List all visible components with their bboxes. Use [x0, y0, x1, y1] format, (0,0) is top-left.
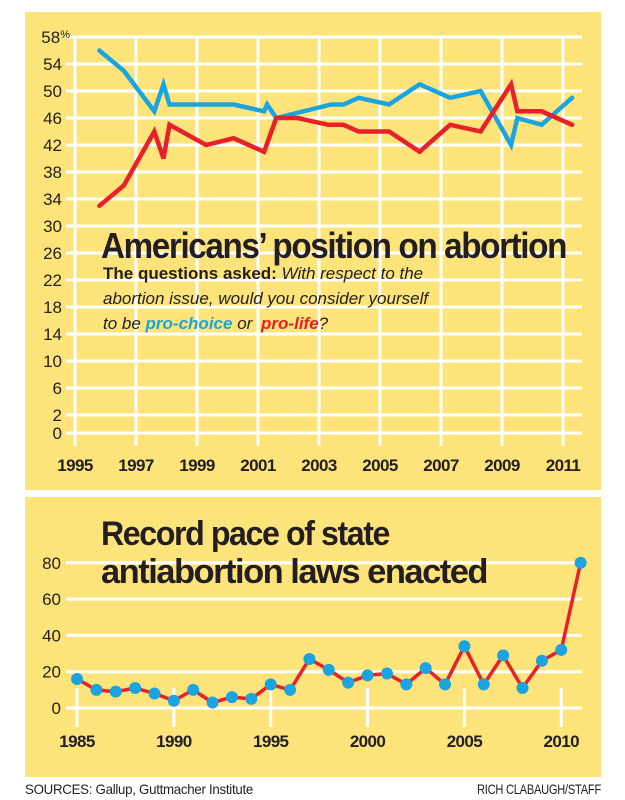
top-y-tick-label: 10 [43, 352, 62, 371]
laws-enacted-point [361, 669, 374, 682]
bottom-x-tick-label: 1985 [59, 732, 95, 751]
laws-enacted-point [497, 649, 510, 662]
top-y-tick-label: 30 [43, 217, 62, 236]
legend-pro-choice: pro-choice [145, 314, 233, 333]
laws-enacted-point [71, 672, 83, 685]
laws-enacted-point [322, 663, 335, 676]
bottom-x-tick-label: 1990 [156, 732, 192, 751]
top-y-tick-label: 0 [53, 424, 62, 443]
laws-enacted-point [516, 682, 529, 695]
top-x-tick-label: 1995 [57, 456, 93, 475]
bottom-y-tick-label: 0 [52, 699, 61, 718]
laws-enacted-point [167, 694, 180, 707]
top-y-tick-label: 2 [53, 406, 62, 425]
top-chart-subtitle-line-2: abortion issue, would you consider yours… [103, 289, 430, 308]
laws-enacted-point [303, 652, 316, 665]
top-chart-grid [66, 35, 582, 446]
laws-enacted-point [206, 696, 219, 709]
subtitle-to-be: to be [103, 314, 141, 333]
top-y-tick-label: 34 [43, 190, 62, 209]
laws-enacted-point [148, 687, 161, 700]
bottom-chart-title-line-2: antiabortion laws enacted [101, 553, 487, 591]
laws-enacted-point [284, 683, 297, 696]
laws-enacted-point [129, 682, 142, 695]
bottom-y-tick-label: 60 [42, 590, 61, 609]
bottom-y-tick-label: 40 [42, 626, 61, 645]
laws-enacted-point [419, 662, 432, 675]
top-y-tick-label: 46 [43, 109, 62, 128]
top-y-tick-label: 54 [43, 55, 62, 74]
top-y-tick-label: 6 [53, 379, 62, 398]
top-y-tick-label: 14 [43, 325, 62, 344]
laws-enacted-point [264, 678, 277, 691]
legend-pro-life: pro-life [260, 314, 319, 333]
laws-enacted-point [245, 692, 258, 705]
bottom-chart-panel [25, 497, 601, 777]
subtitle-or: or [237, 314, 253, 333]
top-x-tick-label: 2011 [546, 456, 581, 475]
laws-enacted-point [535, 654, 548, 667]
subtitle-question-mark: ? [319, 314, 329, 333]
pro-choice-line [97, 48, 575, 152]
laws-enacted-point [187, 683, 200, 696]
top-y-tick-label: 42 [43, 136, 62, 155]
laws-enacted-point [90, 683, 103, 696]
subtitle-lead: The questions asked: [103, 264, 277, 283]
bottom-x-tick-label: 2000 [350, 732, 386, 751]
top-x-tick-label: 2003 [301, 456, 337, 475]
laws-enacted-point [109, 685, 122, 698]
laws-enacted-point [439, 678, 452, 691]
bottom-chart-series [71, 556, 587, 709]
top-x-tick-label: 2007 [423, 456, 459, 475]
sources-note: SOURCES: Gallup, Guttmacher Institute [25, 781, 253, 797]
bottom-y-tick-label: 20 [42, 663, 61, 682]
top-y-tick-label: 18 [43, 298, 62, 317]
top-x-tick-label: 2001 [240, 456, 276, 475]
top-x-tick-label: 2009 [484, 456, 520, 475]
laws-enacted-point [555, 643, 568, 656]
top-chart-subtitle-line-3: to be pro-choice or pro-life? [103, 314, 329, 333]
laws-enacted-point [477, 678, 490, 691]
top-chart-series [97, 48, 575, 209]
pro-life-line [97, 78, 575, 209]
subtitle-question-part-1: With respect to the [282, 264, 424, 283]
top-chart-subtitle-line-1: The questions asked: With respect to the [103, 264, 423, 283]
laws-enacted-point [380, 667, 393, 680]
laws-enacted-point [400, 678, 413, 691]
bottom-y-tick-label: 80 [42, 554, 61, 573]
top-y-tick-label: 22 [43, 271, 62, 290]
laws-enacted-point [225, 691, 238, 704]
top-y-tick-label: 38 [43, 163, 62, 182]
top-y-tick-label: 50 [43, 82, 62, 101]
bottom-chart-title-line-1: Record pace of state [101, 515, 390, 553]
top-x-tick-label: 2005 [362, 456, 398, 475]
bottom-x-tick-label: 1995 [253, 732, 289, 751]
top-x-tick-label: 1999 [179, 456, 215, 475]
percent-sign: % [60, 29, 70, 41]
top-chart-title: Americans’ position on abortion [101, 225, 566, 266]
bottom-chart-y-axis: 80 60 40 20 0 [42, 554, 61, 718]
top-y-tick-label: 26 [43, 244, 62, 263]
bottom-x-tick-label: 2005 [447, 732, 483, 751]
top-x-tick-label: 1997 [118, 456, 154, 475]
laws-enacted-point [458, 640, 471, 653]
laws-enacted-point [342, 676, 355, 689]
bottom-chart-x-axis: 1985 1990 1995 2000 2005 2010 [59, 732, 579, 751]
credit-line: RICH CLABAUGH/STAFF [477, 781, 601, 797]
top-chart-x-axis: 1995 1997 1999 2001 2003 2005 2007 2009 2011 [57, 456, 581, 475]
laws-enacted-point [574, 556, 587, 569]
bottom-x-tick-label: 2010 [544, 732, 580, 751]
